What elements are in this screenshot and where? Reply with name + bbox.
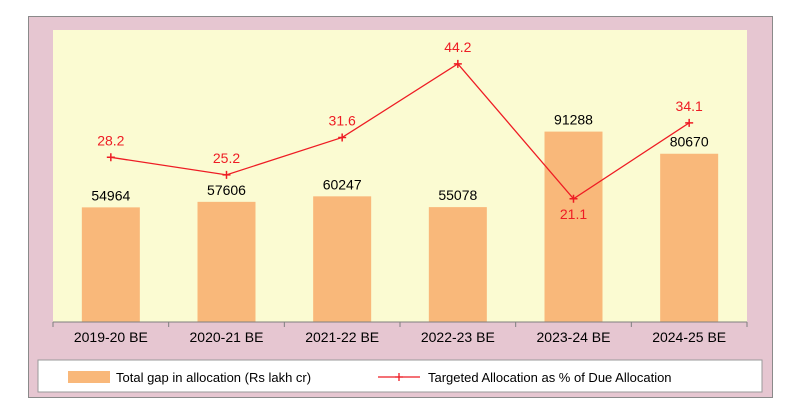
bar [81,207,140,322]
line-point [106,153,115,162]
x-tick-label: 2019-20 BE [74,329,148,345]
legend-box [37,359,763,393]
line-value-label: 31.6 [329,112,356,128]
bar [544,131,603,322]
bar [428,207,487,322]
line-value-label: 44.2 [444,39,471,55]
bar-value-label: 91288 [554,112,593,128]
line-point [338,133,347,142]
bar-value-labels: 54964 57606 60247 55078 91288 80670 [91,112,708,204]
legend-label-line: Targeted Allocation as % of Due Allocati… [428,370,672,385]
bar-value-label: 55078 [438,187,477,203]
plot-area [53,30,747,322]
bar-value-label: 80670 [670,134,709,150]
x-tick-label: 2023-24 BE [537,329,611,345]
legend-label-bar: Total gap in allocation (Rs lakh cr) [116,370,311,385]
x-axis-ticks [52,322,748,327]
line-value-label: 34.1 [676,98,703,114]
x-tick-label: 2021-22 BE [305,329,379,345]
line-series [106,59,694,203]
bar [197,201,256,322]
bar [313,196,372,322]
line-value-label: 25.2 [213,150,240,166]
x-axis-labels: 2019-20 BE 2020-21 BE 2021-22 BE 2022-23 BE… [74,329,726,345]
bar-value-label: 60247 [323,176,362,192]
x-tick-label: 2022-23 BE [421,329,495,345]
line-value-labels: 28.2 25.2 31.6 44.2 21.1 34.1 [97,39,703,222]
line-point [222,170,231,179]
bar-value-label: 54964 [91,187,130,203]
x-tick-label: 2020-21 BE [190,329,264,345]
line-point [569,194,578,203]
bar-series [81,131,719,322]
line-point [685,118,694,127]
legend-marker-line [395,373,403,381]
legend-swatch-bar [68,371,110,383]
line-path [110,63,690,200]
bar-value-label: 57606 [207,182,246,198]
line-value-label: 21.1 [560,206,587,222]
bar [660,153,719,322]
line-point [453,59,462,68]
x-tick-label: 2024-25 BE [652,329,726,345]
line-value-label: 28.2 [97,132,124,148]
